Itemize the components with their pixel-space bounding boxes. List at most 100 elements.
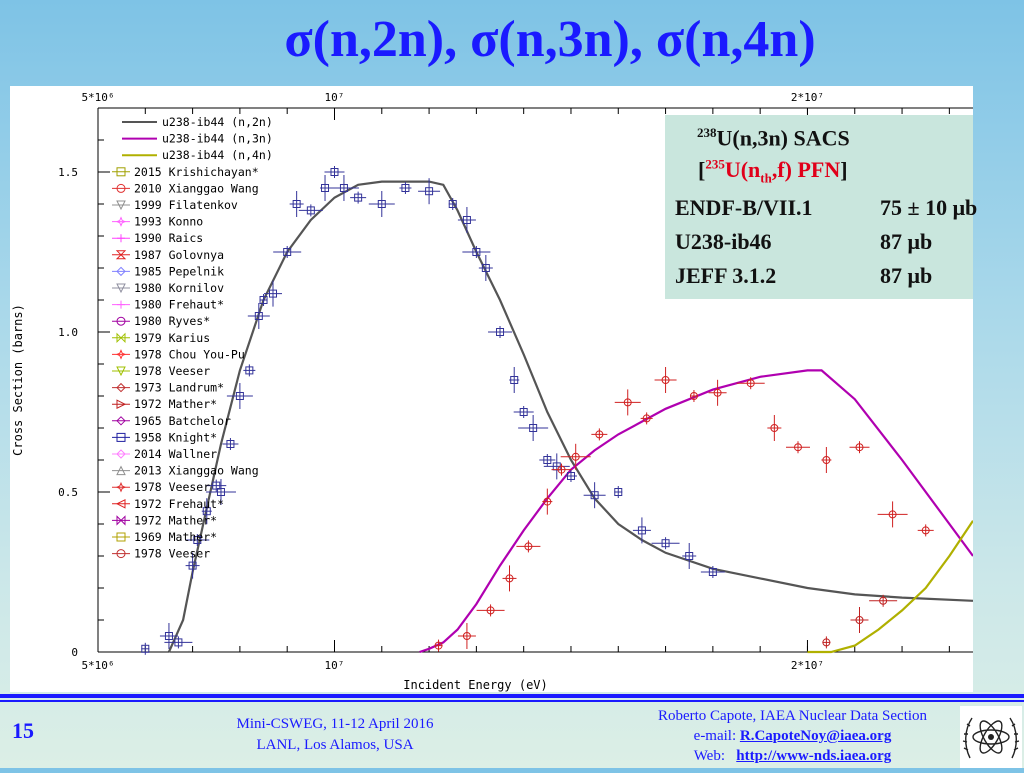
n2n-point xyxy=(330,168,339,176)
legend-symbol xyxy=(116,332,126,344)
n2n-point xyxy=(685,552,694,560)
n2n-point xyxy=(401,184,410,192)
cross-section-chart: u238-ib44 (n,2n) u238-ib44 (n,3n) u238-ib4… xyxy=(11,91,973,692)
slide-title: σ(n,2n), σ(n,3n), σ(n,4n) xyxy=(284,11,816,68)
y-tick-label: 1.0 xyxy=(58,326,78,339)
x-axis-label: Incident Energy (eV) xyxy=(403,678,548,692)
y-axis-label: Cross Section (barns) xyxy=(11,304,25,456)
n2n-point xyxy=(425,187,434,196)
legend-dataset-label: 1980 Frehaut* xyxy=(134,298,224,312)
legend-symbol xyxy=(117,234,125,243)
legend-symbol xyxy=(116,399,127,410)
n2n-point xyxy=(202,507,211,516)
n3n-point xyxy=(642,414,651,423)
n3n-point xyxy=(557,465,566,474)
n4n-point xyxy=(879,596,888,605)
n4n-point xyxy=(855,616,864,624)
web-link[interactable]: http://www-nds.iaea.org xyxy=(736,748,892,764)
n2n-point xyxy=(529,424,538,432)
info-row-lib: U238-ib46 xyxy=(675,229,772,254)
info-line-spectrum: [235U(nth,f) PFN] xyxy=(698,157,848,187)
legend-dataset-label: 2014 Wallner xyxy=(134,447,217,461)
x-tick-label: 2*10⁷ xyxy=(791,659,824,672)
n2n-point xyxy=(519,408,528,416)
curve-series-2 xyxy=(807,520,973,654)
n3n-point xyxy=(434,641,443,650)
x-tick-label: 10⁷ xyxy=(325,659,345,672)
legend-symbol xyxy=(116,465,126,476)
legend-dataset-label: 1999 Filatenkov xyxy=(134,198,238,212)
n2n-point xyxy=(235,392,244,400)
info-row-lib: ENDF-B/VII.1 xyxy=(675,195,813,220)
n2n-point xyxy=(141,644,150,653)
legend-dataset-label: 1985 Pepelnik xyxy=(134,264,224,278)
n2n-point xyxy=(637,526,646,535)
legend-dataset-label: 1972 Frehaut* xyxy=(134,497,224,511)
legend-symbol xyxy=(116,532,126,542)
iaea-logo-icon xyxy=(960,706,1022,768)
legend-symbol xyxy=(116,515,126,526)
legend-symbol xyxy=(116,316,126,326)
n3n-point xyxy=(746,379,755,388)
legend-dataset-label: 1972 Mather* xyxy=(134,513,217,527)
n2n-point xyxy=(661,539,670,548)
legend-symbol xyxy=(115,498,126,509)
n2n-point xyxy=(472,248,481,256)
n2n-point xyxy=(614,488,623,496)
legend-curve-label: u238-ib44 (n,3n) xyxy=(162,132,273,146)
meeting-line: Mini-CSWEG, 11-12 April 2016 xyxy=(236,716,434,732)
n3n-point xyxy=(486,606,495,615)
n2n-point xyxy=(306,206,315,215)
n2n-point xyxy=(496,328,505,336)
footer-divider xyxy=(0,694,1024,698)
legend-dataset-label: 1990 Raics xyxy=(134,231,203,245)
x-tick-label-top: 2*10⁷ xyxy=(791,91,824,104)
legend-symbol xyxy=(116,167,126,177)
n2n-point xyxy=(377,200,386,208)
n2n-point xyxy=(259,296,268,304)
n3n-point xyxy=(623,398,632,407)
email-link[interactable]: R.CapoteNoy@iaea.org xyxy=(739,728,892,744)
legend-dataset-label: 1958 Knight* xyxy=(134,430,217,444)
n2n-point xyxy=(566,472,575,480)
n2n-point xyxy=(216,488,225,496)
legend-symbol xyxy=(116,200,126,211)
n2n-point xyxy=(321,184,330,192)
legend-symbol xyxy=(116,366,126,377)
info-reaction-text: U(n,3n) SACS xyxy=(716,125,850,151)
n2n-point xyxy=(292,200,301,208)
n3n-point xyxy=(888,510,897,519)
n2n-point xyxy=(283,248,292,256)
n2n-point xyxy=(448,200,457,208)
n2n-point xyxy=(193,536,202,544)
info-spectrum-text-b: ,f) PFN xyxy=(771,157,841,183)
info-bracket-close: ] xyxy=(840,157,848,183)
legend-symbol xyxy=(116,416,126,426)
n3n-point xyxy=(794,443,802,452)
n3n-point xyxy=(713,388,722,397)
n4n-point xyxy=(822,638,831,647)
n3n-point xyxy=(822,456,831,464)
info-row-val: 75 ± 10 μb xyxy=(880,195,978,220)
n2n-point xyxy=(510,376,519,384)
info-mass-number: 238 xyxy=(697,125,717,140)
n3n-point xyxy=(462,632,471,640)
n2n-point xyxy=(254,312,263,320)
info-row-val: 87 μb xyxy=(880,229,933,254)
n3n-point xyxy=(595,430,604,439)
n3n-point xyxy=(921,526,930,535)
legend-symbol xyxy=(117,300,125,309)
n2n-point xyxy=(245,366,254,375)
legend-dataset-label: 1978 Chou You-Pu xyxy=(134,347,245,361)
legend-dataset-label: 1993 Konno xyxy=(134,215,203,229)
email-line: e-mail: R.CapoteNoy@iaea.org xyxy=(620,726,965,746)
n3n-point xyxy=(543,497,552,506)
web-line: Web: http://www-nds.iaea.org xyxy=(620,746,965,766)
legend-dataset-label: 1979 Karius xyxy=(134,331,210,345)
legend-symbol xyxy=(116,183,126,193)
sacs-info-box: 238U(n,3n) SACS [235U(nth,f) PFN] ENDF-B… xyxy=(665,115,977,299)
legend-dataset-label: 2015 Krishichayan* xyxy=(134,165,259,179)
legend-dataset-label: 1987 Golovnya xyxy=(134,248,224,262)
footer-meeting: Mini-CSWEG, 11-12 April 2016 LANL, Los A… xyxy=(210,714,460,756)
n2n-point xyxy=(212,481,221,490)
